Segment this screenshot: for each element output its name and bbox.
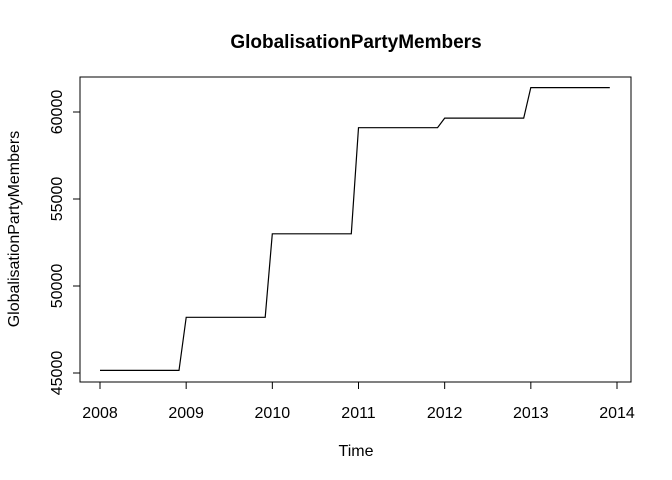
y-tick-label: 45000 (49, 351, 66, 396)
chart-title: GlobalisationPartyMembers (230, 32, 481, 53)
y-tick-label: 50000 (49, 264, 66, 309)
plot-frame (79, 76, 632, 383)
series-line (100, 86, 610, 371)
x-tick-label: 2014 (599, 405, 635, 422)
x-tick-label: 2012 (427, 405, 463, 422)
x-axis-label: Time (339, 443, 374, 460)
x-tick-label: 2013 (513, 405, 549, 422)
x-axis: 2008 2009 2010 2011 2012 2013 2014 (82, 381, 635, 422)
x-tick-label: 2009 (168, 405, 204, 422)
x-tick-label: 2008 (82, 405, 118, 422)
x-tick-label: 2010 (255, 405, 291, 422)
y-axis: 45000 50000 55000 60000 (49, 90, 81, 396)
y-tick-label: 60000 (49, 90, 66, 135)
x-tick-label: 2011 (341, 405, 376, 422)
series-layer (100, 86, 610, 371)
y-axis-label: GlobalisationPartyMembers (6, 131, 23, 328)
y-tick-label: 55000 (49, 177, 66, 222)
